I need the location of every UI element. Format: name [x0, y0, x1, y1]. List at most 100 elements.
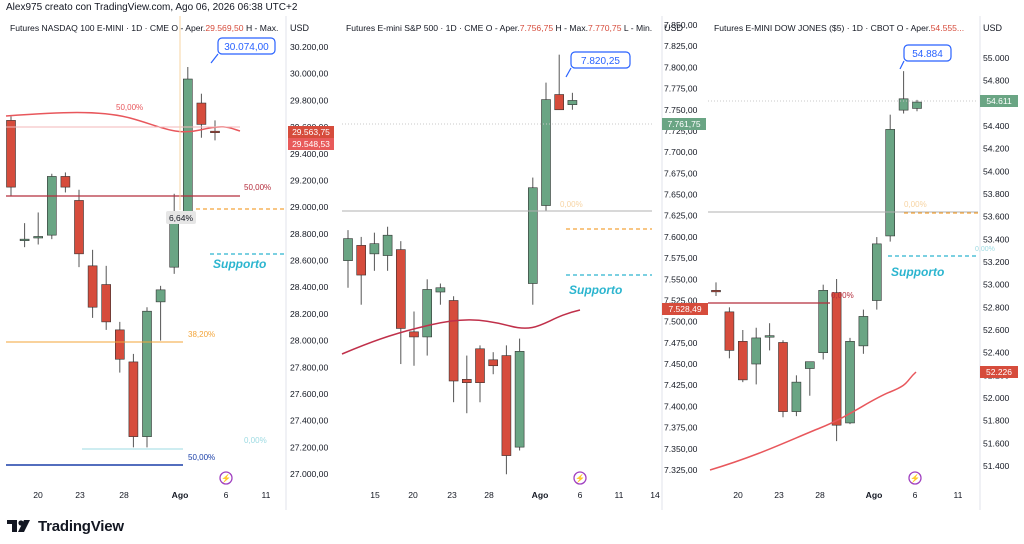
price-callout-label: 54.884: [912, 49, 943, 60]
y-tick-label: 7.600,00: [664, 232, 698, 242]
candle: [183, 67, 193, 221]
candle-body: [60, 176, 71, 188]
chart-panel-2: Futures E-mini S&P 500 · 1D · CME O - Ap…: [341, 20, 706, 500]
lightning-icon: [219, 471, 233, 485]
candle: [115, 321, 125, 373]
fib-level-label: 50,00%: [244, 183, 271, 192]
candle-body: [169, 220, 179, 268]
support-label: Supporto: [891, 265, 944, 279]
candle: [6, 116, 16, 197]
chart-title: Futures E-MINI DOW JONES ($5) · 1D · CBO…: [714, 23, 964, 33]
y-tick-label: 7.675,00: [664, 168, 698, 178]
candle-body: [74, 200, 84, 255]
candle-body: [778, 342, 788, 412]
y-tick-label: 7.425,00: [664, 380, 698, 390]
y-tick-label: 27.600,00: [290, 389, 328, 399]
y-tick-label: 53.400: [983, 234, 1010, 244]
candle-body: [818, 290, 829, 353]
fib-level-label: 6,64%: [169, 213, 194, 223]
candle-body: [845, 341, 855, 424]
price-callout-label: 7.820,25: [581, 56, 620, 67]
candle-body: [128, 361, 139, 437]
candle-body: [356, 245, 367, 276]
candle: [791, 375, 802, 417]
candle-body: [142, 310, 152, 437]
candle-body: [155, 289, 166, 303]
candle-body: [885, 129, 896, 237]
candle: [898, 71, 909, 114]
candle-body: [791, 381, 802, 412]
candle: [46, 173, 57, 240]
fib-level-label: 0,00%: [560, 200, 583, 209]
candle-body: [435, 287, 446, 293]
y-tick-label: 28.400,00: [290, 282, 328, 292]
candle-body: [898, 98, 909, 111]
fib-level-label: 38,20%: [188, 330, 215, 339]
x-tick-label: 11: [615, 490, 624, 500]
lightning-glyph: ⚡: [910, 473, 920, 483]
price-tag-label: 7.528,49: [668, 304, 701, 314]
x-tick-label: 6: [224, 490, 229, 500]
price-tag-label: 29.548,53: [292, 139, 330, 149]
fib-level-label: 50,00%: [188, 453, 215, 462]
y-tick-label: 29.000,00: [290, 202, 328, 212]
candle: [818, 284, 829, 360]
candle: [751, 327, 762, 385]
candle-body: [751, 337, 762, 365]
y-tick-label: 7.550,00: [664, 274, 698, 284]
x-tick-label: 23: [774, 490, 784, 500]
price-tag: [662, 303, 708, 315]
candle: [778, 340, 788, 418]
price-tag: [980, 366, 1018, 378]
candle-body: [19, 238, 30, 241]
candle-body: [831, 292, 842, 426]
tradingview-logo-icon: [7, 520, 30, 532]
candle: [501, 345, 512, 475]
y-tick-label: 7.825,00: [664, 41, 698, 51]
candle: [527, 177, 538, 305]
candle: [19, 223, 30, 248]
y-tick-label: 7.500,00: [664, 317, 698, 327]
y-tick-label: 53.000: [983, 280, 1010, 290]
candle-body: [804, 361, 815, 369]
price-tag-label: 52.226: [986, 367, 1012, 377]
candle-body: [711, 290, 721, 293]
candle-body: [501, 355, 512, 456]
y-tick-label: 29.400,00: [290, 149, 328, 159]
x-tick-label: 6: [578, 490, 583, 500]
y-tick-label: 27.800,00: [290, 362, 328, 372]
y-tick-label: 7.725,00: [664, 126, 698, 136]
candle: [871, 237, 882, 310]
y-tick-label: 54.800: [983, 76, 1010, 86]
candle: [422, 279, 433, 356]
candle: [155, 285, 166, 341]
support-label: Supporto: [213, 257, 266, 271]
y-tick-label: 7.700,00: [664, 147, 698, 157]
fib-level-label: 50,00%: [116, 103, 143, 112]
candle: [724, 307, 735, 359]
y-tick-label: 7.450,00: [664, 359, 698, 369]
fib-level-label: 0,00%: [904, 200, 927, 209]
candle: [356, 236, 367, 305]
x-tick-label: 11: [262, 490, 271, 500]
y-tick-label: 52.800: [983, 302, 1010, 312]
support-label: Supporto: [569, 283, 622, 297]
y-tick-label: 51.400: [983, 461, 1010, 471]
tradingview-logo[interactable]: TradingView: [6, 512, 124, 540]
y-tick-label: 28.600,00: [290, 256, 328, 266]
y-tick-label: 52.600: [983, 325, 1010, 335]
candle-body: [737, 341, 748, 381]
candle-body: [527, 187, 538, 284]
chart-canvas[interactable]: Futures NASDAQ 100 E-MINI · 1D · CME O -…: [0, 0, 1024, 512]
lightning-icon: [908, 471, 922, 485]
y-tick-label: 54.000: [983, 166, 1010, 176]
x-tick-label: 15: [370, 490, 380, 500]
y-tick-label: 29.200,00: [290, 175, 328, 185]
candle-body: [422, 289, 433, 338]
x-tick-label: 28: [484, 490, 494, 500]
candle-body: [101, 284, 111, 323]
fib-level-label: 0,00%: [975, 246, 995, 253]
x-tick-label: 20: [33, 490, 43, 500]
candle: [409, 311, 419, 366]
callout-pointer: [565, 67, 572, 78]
